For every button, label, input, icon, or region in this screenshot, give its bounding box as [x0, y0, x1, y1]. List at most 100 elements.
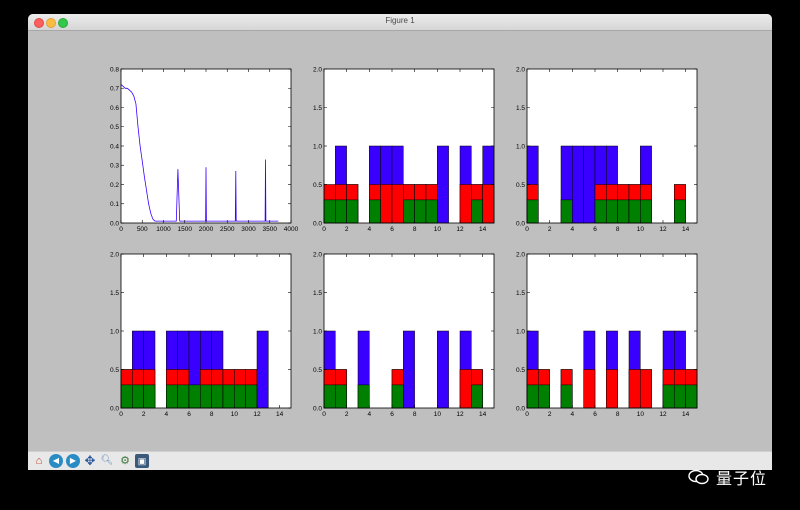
bar-4-2-11: [245, 384, 258, 409]
bar-5-1-12: [459, 369, 472, 409]
subplots-icon[interactable]: ⚙: [120, 455, 130, 467]
x-tick-label: 2: [548, 411, 552, 418]
x-tick-label: 2: [345, 411, 349, 418]
maximize-window-button[interactable]: [58, 18, 68, 28]
bar-5-2-1: [335, 384, 347, 409]
y-tick-label: 0.0: [313, 405, 322, 412]
bar-3-2-9: [628, 199, 641, 224]
bar-4-2-6: [188, 384, 201, 409]
bar-2-2-0: [323, 199, 336, 224]
bar-2-1-5: [380, 184, 393, 224]
figure-window: Figure 1 0 500 1000 1500 2000 2500 3000 3500 400…: [28, 14, 772, 470]
x-tick-label: 1500: [178, 226, 193, 233]
x-tick-label: 8: [616, 411, 620, 418]
bar-5-0-7: [403, 330, 415, 409]
bar-5-2-3: [357, 384, 370, 409]
watermark: 量子位: [688, 464, 767, 490]
x-tick-label: 10: [434, 226, 442, 233]
y-tick-label: 1.5: [516, 290, 525, 297]
y-tick-label: 0.7: [110, 86, 119, 93]
y-tick-label: 2.0: [516, 251, 525, 258]
x-tick-label: 12: [659, 411, 667, 418]
y-tick-label: 0.5: [110, 124, 119, 131]
bar-6-1-10: [640, 369, 652, 409]
x-tick-label: 4: [571, 411, 575, 418]
minimize-window-button[interactable]: [46, 18, 56, 28]
move-icon[interactable]: ✥: [84, 453, 96, 468]
bar-6-1-5: [583, 369, 596, 409]
y-tick-label: 0.5: [110, 367, 119, 374]
x-tick-label: 6: [187, 411, 191, 418]
bar-2-1-12: [459, 184, 472, 224]
x-tick-label: 0: [525, 411, 529, 418]
x-tick-label: 500: [137, 226, 148, 233]
y-tick-label: 0.0: [110, 220, 119, 227]
x-tick-label: 0: [322, 411, 326, 418]
bar-2-2-9: [425, 199, 438, 224]
x-tick-label: 14: [479, 411, 487, 418]
x-tick-label: 8: [413, 226, 417, 233]
y-tick-label: 1.5: [313, 290, 322, 297]
bar-4-0-12: [256, 330, 269, 409]
bar-4-2-1: [132, 384, 144, 409]
bar-2-2-7: [403, 199, 415, 224]
y-tick-label: 0.1: [110, 201, 119, 208]
bar-4-2-2: [143, 384, 156, 409]
figure-canvas[interactable]: 0 500 1000 1500 2000 2500 3000 3500 4000 0.0 0.1 0.…: [28, 31, 772, 451]
floppy-disk-icon[interactable]: ▣: [135, 454, 149, 468]
bar-4-2-8: [211, 384, 224, 409]
bar-2-2-13: [471, 199, 483, 224]
x-tick-label: 6: [593, 411, 597, 418]
magnifier-icon[interactable]: 🔍︎: [100, 455, 114, 466]
y-tick-label: 1.5: [313, 105, 322, 112]
x-tick-label: 6: [390, 226, 394, 233]
y-tick-label: 0.2: [110, 182, 119, 189]
x-tick-label: 2000: [199, 226, 214, 233]
y-tick-label: 2.0: [313, 251, 322, 258]
bar-4-2-9: [222, 384, 235, 409]
back-arrow-icon[interactable]: ◀: [49, 454, 63, 468]
home-icon[interactable]: ⌂: [35, 455, 43, 467]
bar-2-2-2: [346, 199, 359, 224]
y-tick-label: 0.0: [110, 405, 119, 412]
x-tick-label: 0: [525, 226, 529, 233]
bar-6-2-14: [685, 384, 698, 409]
x-tick-label: 3000: [241, 226, 256, 233]
bar-3-2-3: [560, 199, 573, 224]
y-tick-label: 0.6: [110, 105, 119, 112]
x-tick-label: 12: [456, 411, 464, 418]
bar-2-2-8: [414, 199, 427, 224]
bar-6-2-13: [674, 384, 686, 409]
bar-3-0-5: [583, 145, 596, 224]
x-tick-label: 8: [413, 411, 417, 418]
x-tick-label: 0: [119, 411, 123, 418]
x-tick-label: 10: [637, 226, 645, 233]
y-tick-label: 1.5: [110, 290, 119, 297]
bar-6-2-1: [538, 384, 550, 409]
x-tick-label: 4: [571, 226, 575, 233]
bar-3-0-4: [572, 145, 584, 224]
title-bar[interactable]: Figure 1: [28, 14, 772, 31]
close-window-button[interactable]: [34, 18, 44, 28]
wechat-icon: [688, 469, 709, 485]
bar-6-1-7: [606, 369, 618, 409]
x-tick-label: 6: [390, 411, 394, 418]
y-tick-label: 1.0: [516, 328, 525, 335]
bar-4-2-4: [166, 384, 178, 409]
bar-4-2-7: [200, 384, 212, 409]
bar-3-2-8: [617, 199, 630, 224]
forward-arrow-icon[interactable]: ▶: [66, 454, 80, 468]
x-tick-label: 8: [210, 411, 214, 418]
bar-3-2-0: [526, 199, 539, 224]
x-tick-label: 0: [119, 226, 123, 233]
y-tick-label: 0.5: [516, 367, 525, 374]
watermark-text: 量子位: [716, 469, 768, 488]
bar-4-2-10: [234, 384, 246, 409]
y-tick-label: 1.0: [313, 328, 322, 335]
bar-6-1-9: [628, 369, 641, 409]
x-tick-label: 1000: [156, 226, 171, 233]
bar-3-2-10: [640, 199, 652, 224]
x-tick-label: 14: [682, 411, 690, 418]
y-tick-label: 0.8: [110, 66, 119, 73]
window-title: Figure 1: [385, 16, 415, 25]
